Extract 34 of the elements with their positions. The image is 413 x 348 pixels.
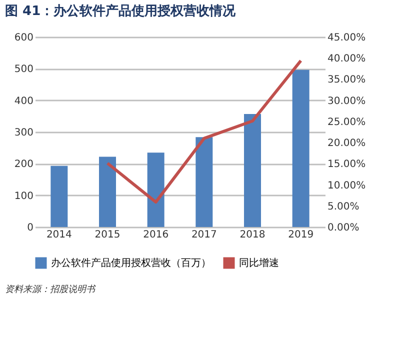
y2-tick-label: 25.00% (328, 116, 366, 128)
x-tick-label: 2019 (288, 230, 314, 240)
y-tick-label: 400 (14, 96, 34, 107)
x-tick-label: 2015 (94, 230, 120, 240)
bar (196, 137, 213, 227)
y-tick-label: 300 (14, 128, 34, 138)
legend-label: 同比增速 (239, 257, 279, 269)
bar (292, 70, 310, 227)
chart-title: 图 41：办公软件产品使用授权营收情况 (5, 3, 237, 19)
bar (50, 166, 68, 227)
y2-tick-label: 35.00% (328, 74, 366, 86)
y2-tick-label: 10.00% (328, 180, 366, 192)
y2-tick-label: 0.00% (328, 222, 360, 234)
y-tick-label: 500 (14, 64, 34, 76)
y2-tick-label: 15.00% (328, 159, 366, 170)
y2-tick-label: 5.00% (328, 201, 360, 212)
y-tick-label: 600 (14, 32, 34, 44)
bar (244, 114, 261, 227)
y-tick-label: 200 (14, 159, 34, 170)
legend-label: 办公软件产品使用授权营收（百万） (51, 257, 211, 269)
x-tick-label: 2017 (191, 230, 217, 240)
bar (147, 152, 164, 227)
y2-tick-label: 20.00% (328, 138, 366, 150)
y2-tick-label: 45.00% (328, 32, 366, 44)
y-tick-label: 0 (27, 222, 34, 234)
y2-tick-label: 40.00% (328, 54, 366, 65)
text: 资料来源：招股说明书 (5, 284, 96, 295)
x-tick-label: 2016 (143, 230, 169, 240)
line-series (106, 59, 302, 204)
x-tick-label: 2018 (240, 230, 266, 240)
x-tick-label: 2014 (46, 230, 72, 240)
y-tick-label: 100 (14, 190, 34, 202)
bar (99, 156, 116, 227)
y2-tick-label: 30.00% (328, 96, 366, 107)
